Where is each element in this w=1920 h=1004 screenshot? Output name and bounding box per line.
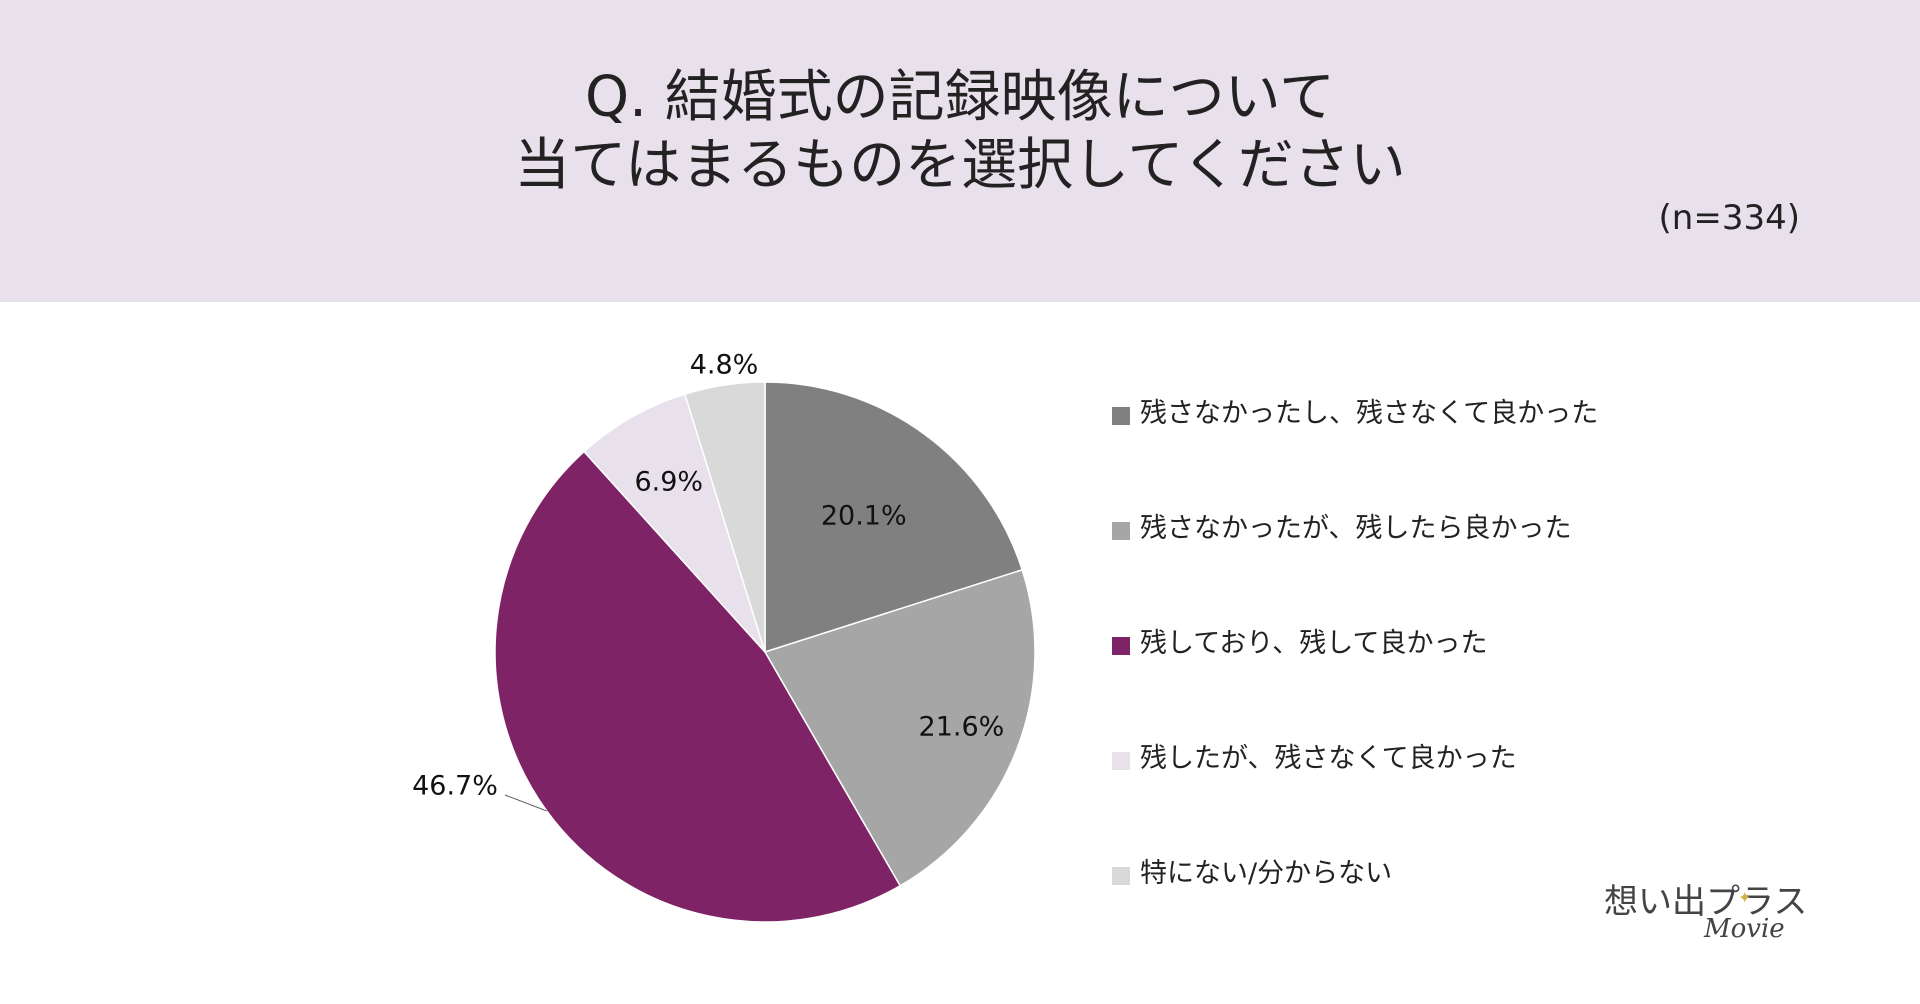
data-label-4: 6.9% <box>634 467 703 498</box>
header-band: Q. 結婚式の記録映像について 当てはまるものを選択してください (n=334) <box>0 0 1920 302</box>
sparkle-icon: ✦ <box>1738 888 1752 907</box>
logo-text: 想い出プラス <box>1604 882 1808 922</box>
legend-swatch-3 <box>1112 637 1130 655</box>
legend-item-5: 特にない/分からない <box>1112 844 1598 959</box>
legend-label-2: 残さなかったが、残したら良かった <box>1140 513 1572 544</box>
leader-line-3 <box>504 794 547 812</box>
pie-slice-3 <box>494 450 902 923</box>
data-label-1: 20.1% <box>821 500 907 531</box>
data-label-5: 4.8% <box>690 350 759 381</box>
logo-subtext: Movie <box>1704 914 1785 944</box>
sample-size: (n=334) <box>1658 198 1800 238</box>
question-title-line2: 当てはまるものを選択してください <box>514 133 1406 198</box>
legend-item-3: 残しており、残して良かった <box>1112 614 1598 729</box>
data-label-3: 46.7% <box>412 771 498 802</box>
question-title-line1: Q. 結婚式の記録映像について <box>585 65 1335 130</box>
legend-label-1: 残さなかったし、残さなくて良かった <box>1140 398 1599 429</box>
legend-item-2: 残さなかったが、残したら良かった <box>1112 499 1598 614</box>
pie-slice-2 <box>763 568 1036 887</box>
pie-chart: 20.1% 21.6% 46.7% 6.9% 4.8% <box>412 350 1036 923</box>
legend-label-4: 残したが、残さなくて良かった <box>1140 743 1517 774</box>
pie-slice-5 <box>683 381 766 653</box>
brand-logo: 想い出プラス ✦ Movie <box>1602 866 1812 956</box>
data-label-2: 21.6% <box>919 711 1005 742</box>
legend: 残さなかったし、残さなくて良かった 残さなかったが、残したら良かった 残しており、残… <box>1112 384 1598 959</box>
legend-item-1: 残さなかったし、残さなくて良かった <box>1112 384 1598 499</box>
pie-slice-4 <box>583 393 766 653</box>
legend-label-3: 残しており、残して良かった <box>1140 628 1488 659</box>
legend-swatch-2 <box>1112 522 1130 540</box>
legend-swatch-4 <box>1112 752 1130 770</box>
legend-swatch-5 <box>1112 867 1130 885</box>
pie-slice-1 <box>764 381 1024 654</box>
legend-swatch-1 <box>1112 407 1130 425</box>
legend-item-4: 残したが、残さなくて良かった <box>1112 729 1598 844</box>
legend-label-5: 特にない/分からない <box>1140 858 1393 889</box>
